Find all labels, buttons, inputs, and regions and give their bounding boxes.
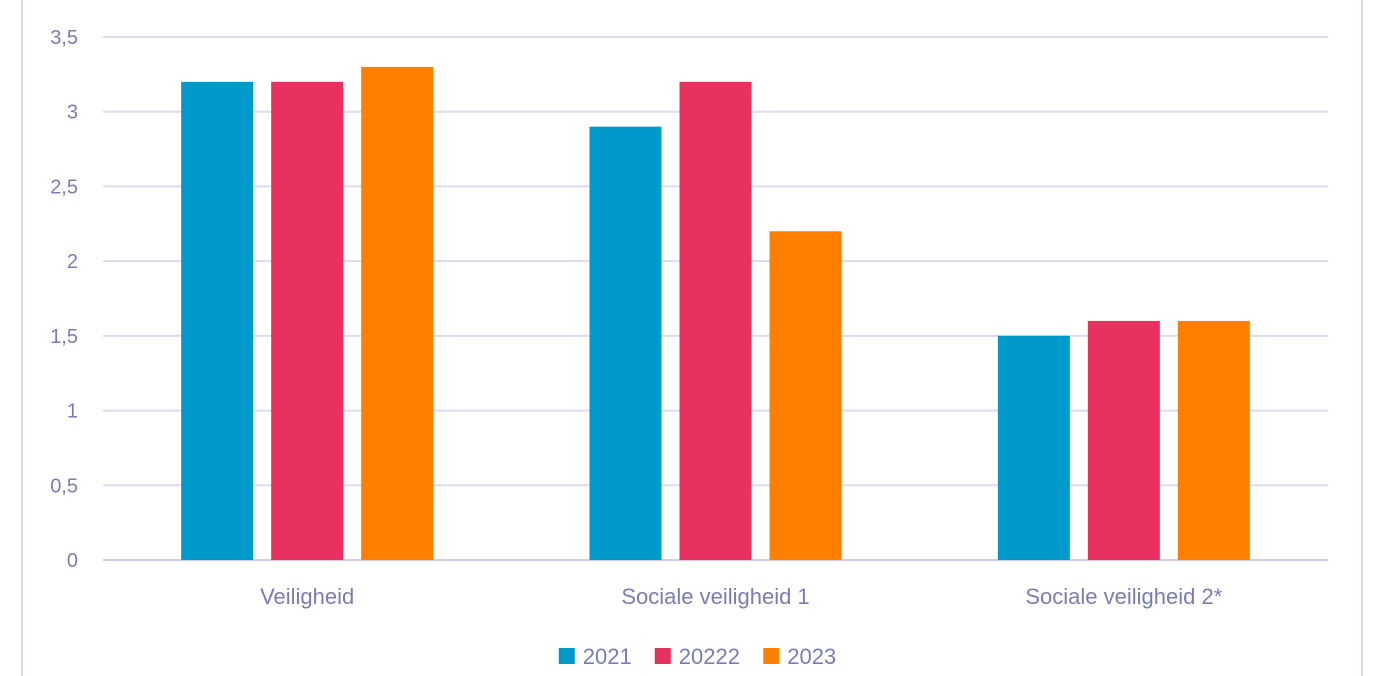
bar-20222-2 (1087, 320, 1160, 560)
y-tick-label: 1,5 (50, 326, 78, 348)
y-tick-label: 2,5 (50, 176, 78, 198)
x-category-label: Sociale veiligheid 2* (1025, 584, 1222, 609)
legend-swatch-2023 (763, 648, 780, 664)
bar-2023-2 (1177, 320, 1250, 560)
bar-2021-1 (589, 126, 662, 561)
x-category-label: Sociale veiligheid 1 (621, 584, 809, 609)
y-tick-label: 2 (67, 251, 78, 273)
y-tick-label: 3 (67, 102, 78, 124)
y-tick-label: 0 (67, 550, 78, 572)
x-axis-categories: Veiligheid Sociale veiligheid 1 Sociale ve… (260, 584, 1223, 609)
legend-swatch-20222 (654, 648, 671, 664)
legend-label: 2021 (583, 644, 632, 669)
y-tick-label: 3,5 (50, 27, 78, 49)
legend-label: 2023 (787, 644, 836, 669)
legend: 2021 20222 2023 (558, 644, 836, 669)
y-axis-ticks: 0 0,5 1 1,5 2 2,5 3 3,5 (50, 27, 78, 572)
x-category-label: Veiligheid (260, 584, 354, 609)
bar-20222-0 (271, 81, 344, 560)
legend-label: 20222 (679, 644, 740, 669)
bar-20222-1 (679, 81, 752, 560)
bar-2023-1 (769, 231, 842, 560)
legend-swatch-2021 (558, 648, 575, 664)
bar-2023-0 (361, 66, 434, 560)
bars (181, 66, 1250, 561)
bar-2021-2 (997, 335, 1070, 560)
y-tick-label: 1 (67, 401, 78, 423)
y-tick-label: 0,5 (50, 475, 78, 497)
bar-2021-0 (181, 81, 254, 560)
